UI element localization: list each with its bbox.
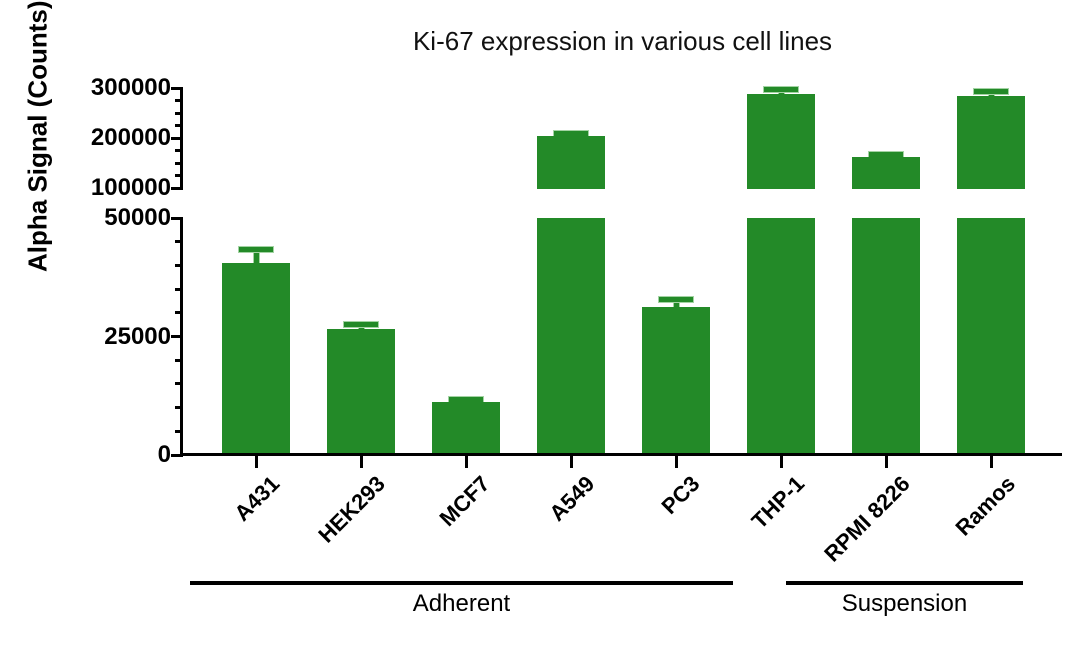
bar-lower-segment: [957, 218, 1025, 456]
y-major-tick: [171, 335, 183, 338]
x-category-label: A431: [229, 471, 285, 526]
x-tick: [779, 456, 783, 468]
y-minor-tick: [175, 429, 183, 433]
bar-upper-segment: [747, 94, 815, 189]
y-tick-label: 50000: [104, 204, 171, 231]
y-minor-tick: [175, 287, 183, 291]
y-major-tick: [171, 86, 183, 90]
bar-lower-segment: [537, 218, 605, 456]
error-bar-cap: [344, 322, 378, 328]
error-bar-stem: [253, 248, 259, 264]
x-category-label: HEK293: [313, 471, 390, 548]
error-bar-cap: [764, 86, 798, 92]
error-bar-stem: [673, 299, 679, 308]
x-tick: [254, 456, 258, 468]
y-major-tick: [171, 216, 183, 220]
error-bar-cap: [239, 246, 273, 252]
bar-upper-segment: [957, 96, 1025, 189]
error-bar-cap: [869, 151, 903, 157]
adherent-group-line: [190, 581, 733, 585]
bar: [642, 307, 710, 456]
x-tick: [359, 456, 363, 468]
y-minor-tick: [175, 161, 183, 165]
y-minor-tick: [175, 99, 183, 102]
y-tick-label: 0: [157, 441, 171, 468]
x-category-label: A549: [544, 471, 600, 526]
x-category-label: Ramos: [950, 471, 1020, 541]
y-tick-label: 100000: [90, 174, 171, 201]
bar-lower-segment: [852, 218, 920, 456]
x-category-label: MCF7: [434, 471, 495, 532]
x-tick: [884, 456, 888, 468]
error-bar-cap: [449, 397, 483, 403]
y-minor-tick: [175, 311, 183, 315]
y-minor-tick: [175, 174, 183, 177]
bar: [327, 328, 395, 456]
bar-upper-segment: [537, 135, 605, 189]
y-minor-tick: [175, 358, 183, 362]
bar: [432, 401, 500, 456]
y-minor-tick: [175, 124, 183, 127]
error-bar-cap: [659, 297, 693, 303]
y-minor-tick: [175, 406, 183, 410]
x-category-label: RPMI 8226: [819, 471, 915, 567]
suspension-group-label: Suspension: [841, 590, 968, 617]
x-category-label: THP-1: [747, 471, 810, 534]
y-major-tick: [171, 136, 183, 140]
y-minor-tick: [175, 149, 183, 152]
bar: [222, 263, 290, 456]
y-tick-label: 25000: [104, 322, 171, 350]
suspension-group-line: [786, 581, 1023, 585]
y-minor-tick: [175, 240, 183, 244]
y-minor-tick: [175, 263, 183, 267]
error-bar-cap: [974, 89, 1008, 94]
chart-title: Ki-67 expression in various cell lines: [412, 26, 833, 56]
y-major-tick: [171, 453, 183, 457]
bar-upper-segment: [852, 157, 920, 189]
x-category-label: PC3: [656, 471, 705, 519]
adherent-group-label: Adherent: [412, 590, 511, 617]
x-tick: [989, 456, 993, 468]
x-tick: [569, 456, 573, 468]
error-bar-cap: [554, 130, 588, 136]
y-minor-tick: [175, 111, 183, 115]
y-major-tick: [171, 186, 183, 190]
y-tick-label: 200000: [90, 124, 171, 151]
y-minor-tick: [175, 382, 183, 386]
x-tick: [464, 456, 468, 468]
x-tick: [674, 456, 678, 468]
x-axis-line: [181, 453, 1062, 456]
y-tick-label: 300000: [90, 74, 171, 101]
bar-lower-segment: [747, 218, 815, 456]
